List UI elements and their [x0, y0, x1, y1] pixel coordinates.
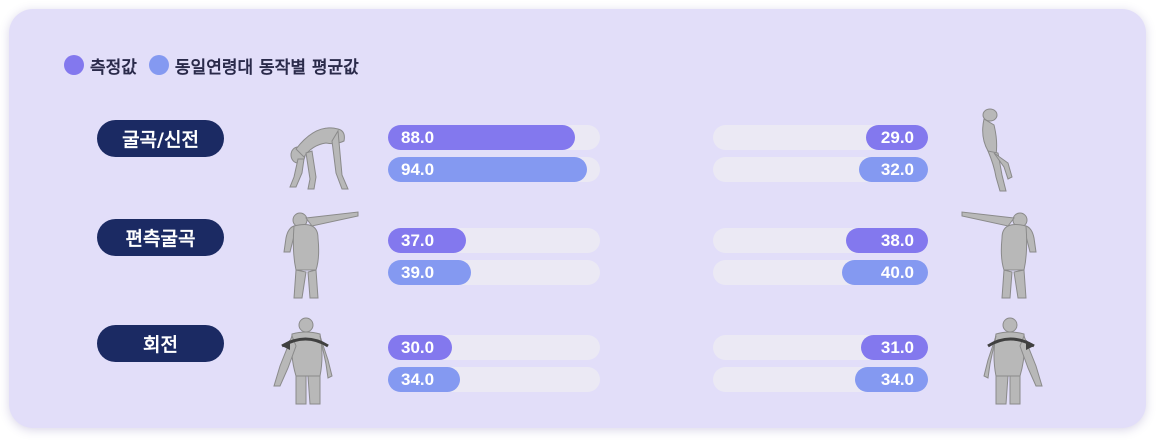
right-side-bend-figure-icon	[961, 211, 1037, 299]
left-rotation-figure-icon	[273, 317, 333, 405]
bar-value: 88.0	[401, 128, 435, 147]
bar-left-average	[388, 260, 471, 285]
bar-value: 30.0	[401, 338, 435, 357]
back-extension-figure-icon	[982, 108, 1013, 192]
bar-right-average	[859, 157, 928, 182]
bar-right-average	[842, 260, 928, 285]
bar-value: 38.0	[880, 231, 914, 250]
bar-track: 40.0	[713, 260, 928, 285]
bar-left-average	[388, 157, 587, 182]
bar-left-average	[388, 367, 460, 392]
left-side-bend-figure-icon	[283, 211, 359, 299]
bar-left-measured	[388, 335, 452, 360]
bar-right-average	[855, 367, 928, 392]
row-label-flexion-extension: 굴곡/신전	[97, 120, 224, 157]
bar-value: 29.0	[880, 128, 914, 147]
bar-track: 88.0	[388, 125, 600, 150]
legend-item-average: 동일연령대 동작별 평균값	[148, 53, 359, 78]
legend-label-average: 동일연령대 동작별 평균값	[174, 57, 359, 78]
forward-bend-figure-icon	[289, 127, 349, 190]
bar-track: 34.0	[388, 367, 600, 392]
legend-dot-average	[148, 55, 169, 75]
bar-value: 37.0	[401, 231, 435, 250]
right-rotation-figure-icon	[983, 317, 1043, 405]
bar-right-measured	[866, 125, 928, 150]
row-label-rotation: 회전	[97, 325, 224, 362]
bar-left-measured	[388, 228, 466, 253]
bar-track: 38.0	[713, 228, 928, 253]
bar-track: 39.0	[388, 260, 600, 285]
bar-value: 34.0	[401, 370, 435, 389]
legend-dot-measured	[64, 55, 84, 75]
bar-track: 31.0	[713, 335, 928, 360]
bar-value: 94.0	[401, 160, 435, 179]
bar-track: 32.0	[713, 157, 928, 182]
bar-left-measured	[388, 125, 575, 150]
bar-right-measured	[846, 228, 928, 253]
bar-value: 32.0	[880, 160, 914, 179]
bar-value: 39.0	[401, 263, 435, 282]
legend-label-measured: 측정값	[90, 57, 137, 78]
bar-right-measured	[861, 335, 928, 360]
bar-track: 29.0	[713, 125, 928, 150]
legend: 측정값 동일연령대 동작별 평균값	[64, 52, 371, 78]
bar-value: 34.0	[880, 370, 914, 389]
bar-value: 40.0	[880, 263, 914, 282]
bar-track: 37.0	[388, 228, 600, 253]
bar-track: 34.0	[713, 367, 928, 392]
bar-track: 30.0	[388, 335, 600, 360]
row-label-lateral-flexion: 편측굴곡	[97, 219, 224, 256]
bar-value: 31.0	[880, 338, 914, 357]
bar-track: 94.0	[388, 157, 600, 182]
legend-item-measured: 측정값	[64, 53, 137, 78]
